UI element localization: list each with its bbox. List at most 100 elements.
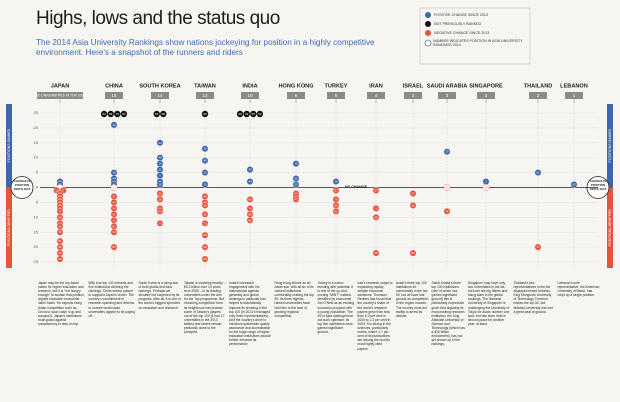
dot	[292, 160, 300, 168]
rank-label: 92	[203, 257, 207, 261]
rank-label: 31	[158, 191, 162, 195]
new-entry-dot	[250, 110, 257, 118]
dot	[372, 249, 380, 257]
rank-label: 99	[203, 245, 207, 249]
dot	[372, 213, 380, 221]
axis-title: CHANGE IN POSITION SINCE 2013	[589, 180, 607, 191]
zero-label: NO CHANGE	[345, 185, 368, 189]
rank-label: 70	[158, 221, 162, 225]
legend-swatch	[425, 21, 431, 27]
axis-title-box: CHANGE IN POSITION SINCE 2013	[13, 180, 31, 191]
axis-title-badge	[10, 176, 34, 199]
rank-label: 90	[58, 257, 62, 261]
rank-label: 19	[112, 171, 116, 175]
country-name: SOUTH KOREA	[139, 83, 180, 89]
title: Highs, lows and the status quo	[36, 8, 280, 29]
rank-label: 84	[203, 233, 207, 237]
rank-label: 45	[203, 159, 207, 163]
count-box	[151, 92, 169, 99]
rank-label: 33	[445, 150, 449, 154]
legend-note: NUMBER INDICATES POSITION IN ASIA UNIVER…	[433, 39, 523, 48]
rank-label: 78	[445, 209, 449, 213]
new-entry-dot	[201, 110, 209, 118]
country-note: Iran's research output is expanding rapi…	[357, 281, 393, 351]
rank-label: 24	[158, 141, 162, 145]
country-name: JAPAN	[51, 83, 70, 89]
dot	[443, 207, 451, 215]
rank-label: 64	[374, 188, 378, 192]
side-bar	[607, 104, 613, 188]
dot	[409, 249, 417, 257]
y-tick-label: 0	[36, 185, 39, 190]
dot	[110, 243, 118, 251]
rank-label: 2	[485, 180, 487, 184]
country-note: Japan may be the top Asian nation for hi…	[38, 281, 85, 326]
dot	[332, 178, 340, 185]
rank-label: 17	[58, 209, 62, 213]
rank-label: 43	[245, 112, 249, 116]
dot	[201, 243, 209, 251]
dot	[201, 145, 209, 153]
count-label: 2	[537, 93, 540, 98]
count-label: 13	[202, 93, 208, 98]
rank-label: 14	[158, 162, 162, 166]
rank-label: 98	[374, 251, 378, 255]
rank-label: 74	[248, 206, 252, 210]
rank-label: 93	[58, 251, 62, 255]
count-box	[105, 92, 123, 99]
rank-label: 36	[248, 168, 252, 172]
rank-label: 30	[294, 177, 298, 181]
y-tick-label: 15	[34, 140, 39, 145]
count-label: 3	[412, 93, 415, 98]
dot	[110, 228, 118, 236]
dot	[372, 187, 380, 194]
rank-label: 42	[294, 197, 298, 201]
rank-label: 65	[248, 197, 252, 201]
new-entry-dot	[243, 110, 250, 118]
dot	[201, 219, 209, 227]
dot	[443, 148, 451, 156]
side-bar	[6, 104, 12, 188]
dot	[201, 201, 209, 209]
legend-label: POSITIVE CHANGE SINCE 2013	[434, 13, 488, 17]
y-tick-label: 15	[34, 229, 39, 234]
country-note: With four top 100 entrants and five inst…	[88, 281, 136, 318]
rank-label: 79	[334, 197, 338, 201]
count-box	[287, 92, 305, 99]
rank-label: 69	[258, 112, 262, 116]
dot	[332, 207, 340, 215]
rank-label: 68	[109, 112, 113, 116]
side-bar-label: POSITIONS DROPPED	[7, 209, 11, 247]
rank-label: 9	[159, 174, 161, 178]
count-box	[477, 92, 495, 99]
new-entry-dot	[100, 110, 108, 118]
rank-label: 56	[252, 112, 256, 116]
side-bar	[6, 187, 12, 268]
legend-label: NOT PREVIOUSLY RANKED	[434, 22, 482, 26]
country-note: South Korea is a rising star of both glo…	[138, 281, 181, 310]
country-name: THAILAND	[524, 83, 553, 89]
rank-label: 10	[484, 185, 488, 189]
dot	[246, 216, 254, 224]
dot	[56, 228, 64, 236]
legend-label: NUMBER INDICATES POSITION IN ASIA UNIVER…	[433, 39, 523, 48]
dot	[443, 184, 451, 191]
dot	[372, 204, 380, 212]
axis-title: CHANGE IN POSITION SINCE 2013	[13, 180, 31, 191]
dot	[246, 178, 254, 185]
rank-label: 63	[203, 212, 207, 216]
country-name: IRAN	[369, 83, 383, 89]
legend-swatch	[425, 12, 431, 18]
rank-label: 11	[55, 188, 58, 192]
y-tick-label: 5	[36, 199, 39, 204]
count-label: 3	[446, 93, 449, 98]
count-box	[529, 92, 547, 99]
country-note: Hong Kong shines as an Asian star, with …	[274, 281, 315, 318]
dot	[156, 181, 164, 188]
y-tick-label: 5	[36, 170, 39, 175]
rank-label: 81	[58, 239, 62, 243]
dot	[156, 219, 164, 227]
dot	[246, 166, 254, 174]
rank-label: 66	[58, 224, 62, 228]
